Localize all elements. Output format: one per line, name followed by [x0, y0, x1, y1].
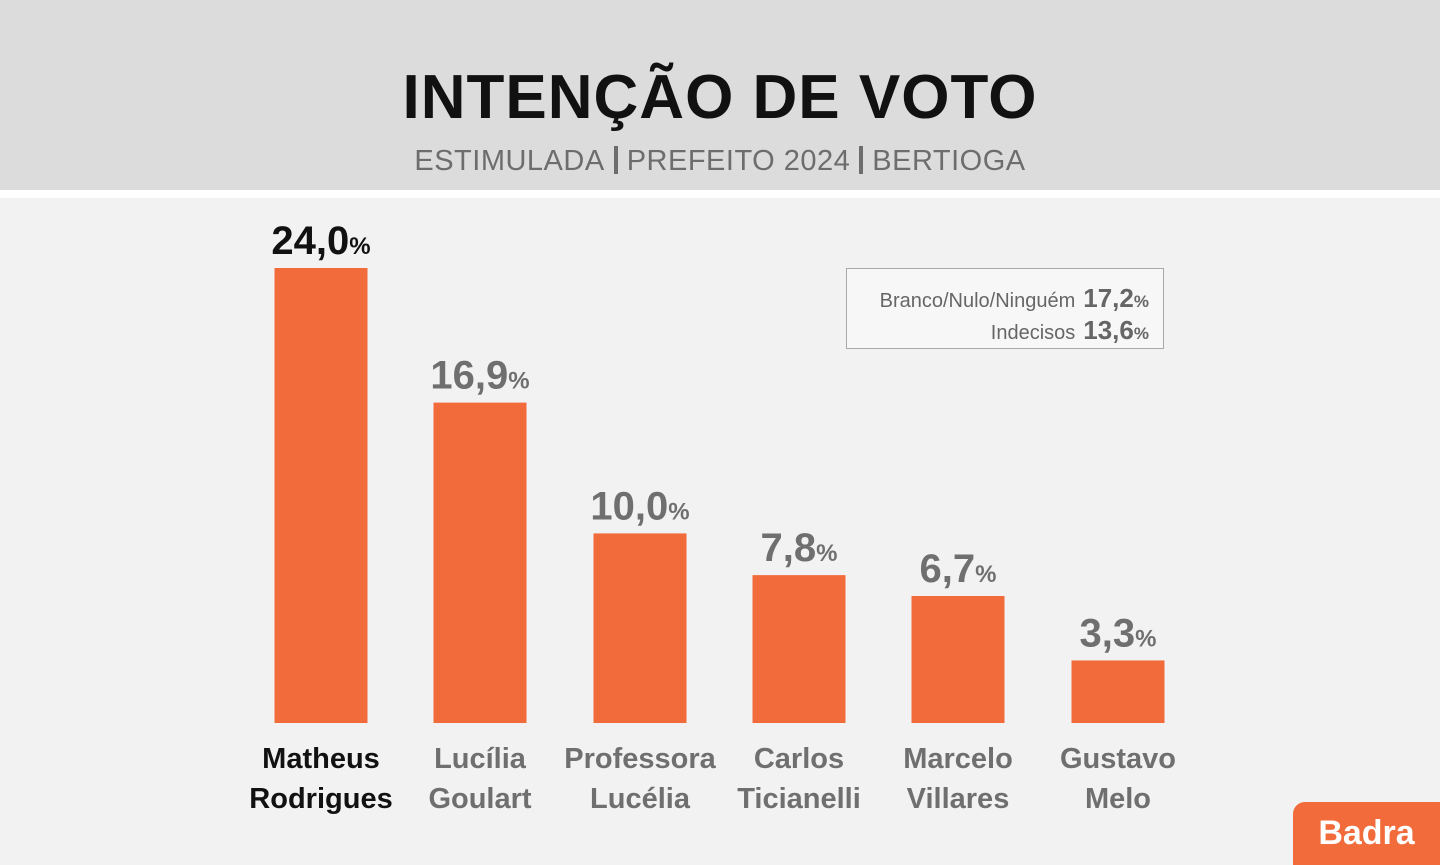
category-label-1-line-1: Goulart: [428, 783, 531, 815]
category-label-4-line-0: Marcelo: [903, 743, 1013, 775]
legend-box: Branco/Nulo/Ninguém 17,2% Indecisos 13,6%: [846, 268, 1164, 349]
header-band: [0, 0, 1440, 190]
legend-label-undecided: Indecisos: [990, 322, 1076, 344]
legend-unit-undecided: %: [1133, 324, 1149, 343]
header-divider: [0, 190, 1440, 198]
category-label-1-line-0: Lucília: [434, 743, 527, 775]
subtitle-separator: [859, 146, 864, 174]
bar-2: [593, 533, 687, 723]
bar-4: [911, 595, 1005, 723]
legend-value-undecided: 13,6: [1083, 315, 1134, 345]
bar-value-label-4: 6,7%: [920, 547, 997, 591]
bar-value-label-2: 10,0%: [590, 484, 689, 528]
bar-value-label-3: 7,8%: [761, 526, 838, 570]
bar-value-label-5: 3,3%: [1080, 611, 1157, 655]
subtitle-part-office: PREFEITO 2024: [626, 145, 851, 177]
subtitle-part-poll-type: ESTIMULADA: [414, 145, 605, 177]
legend-unit-blank-null: %: [1133, 292, 1149, 311]
category-label-5-line-0: Gustavo: [1060, 743, 1176, 775]
bar-1: [433, 402, 527, 723]
legend-label-blank-null: Branco/Nulo/Ninguém: [879, 290, 1076, 312]
category-label-3-line-0: Carlos: [754, 743, 844, 775]
bar-5: [1071, 660, 1165, 723]
legend-value-blank-null: 17,2: [1083, 283, 1134, 313]
category-label-2-line-1: Lucélia: [590, 783, 691, 815]
legend-row-undecided: Indecisos 13,6%: [991, 315, 1149, 346]
brand-logo: Badra: [1293, 802, 1440, 865]
subtitle-part-city: BERTIOGA: [872, 145, 1026, 177]
category-label-2-line-0: Professora: [564, 743, 716, 775]
subtitle-separator: [613, 146, 618, 174]
bar-0: [274, 268, 368, 723]
legend-row-blank-null: Branco/Nulo/Ninguém 17,2%: [880, 283, 1149, 314]
category-label-4-line-1: Villares: [907, 783, 1010, 815]
bar-value-label-0: 24,0%: [271, 219, 370, 263]
category-label-0-line-0: Matheus: [262, 743, 380, 775]
category-label-3-line-1: Ticianelli: [737, 783, 861, 815]
category-label-0-line-1: Rodrigues: [249, 783, 392, 815]
bar-value-label-1: 16,9%: [430, 354, 529, 398]
chart-subtitle: ESTIMULADA PREFEITO 2024 BERTIOGA: [0, 145, 1440, 178]
chart-title: INTENÇÃO DE VOTO: [402, 63, 1038, 132]
category-label-5-line-1: Melo: [1085, 783, 1151, 815]
bar-3: [752, 575, 846, 723]
